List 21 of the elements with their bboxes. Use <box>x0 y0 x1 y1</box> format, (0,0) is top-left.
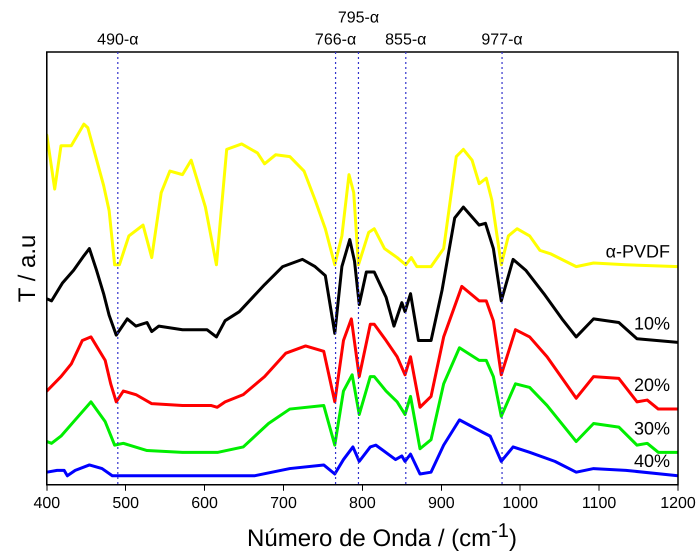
ref-line-label: 977-α <box>481 31 523 48</box>
series-label: 10% <box>634 314 670 334</box>
x-axis-title: Número de Onda / (cm$^{-1}$) <box>246 520 518 553</box>
ref-line-label: 795-α <box>338 9 380 26</box>
ref-line-label: 490-α <box>97 31 138 48</box>
ref-line-label: 766-α <box>314 31 356 48</box>
x-tick-label: 900 <box>428 494 455 512</box>
series-label: α-PVDF <box>606 242 670 262</box>
x-tick-label: 600 <box>191 494 218 512</box>
x-tick-label: 1200 <box>660 494 696 512</box>
series-label: 30% <box>634 418 670 438</box>
series-label: 40% <box>634 450 670 471</box>
x-tick-label: 1000 <box>502 494 538 512</box>
ref-line-label: 855-α <box>385 31 426 48</box>
x-tick-label: 500 <box>112 494 140 512</box>
x-tick-label: 400 <box>33 494 60 512</box>
x-tick-label: 1100 <box>582 494 616 512</box>
series-label: 20% <box>634 375 670 396</box>
x-tick-label: 800 <box>349 494 376 512</box>
y-axis-title: T / a.u <box>14 234 42 302</box>
x-tick-label: 700 <box>270 494 297 512</box>
